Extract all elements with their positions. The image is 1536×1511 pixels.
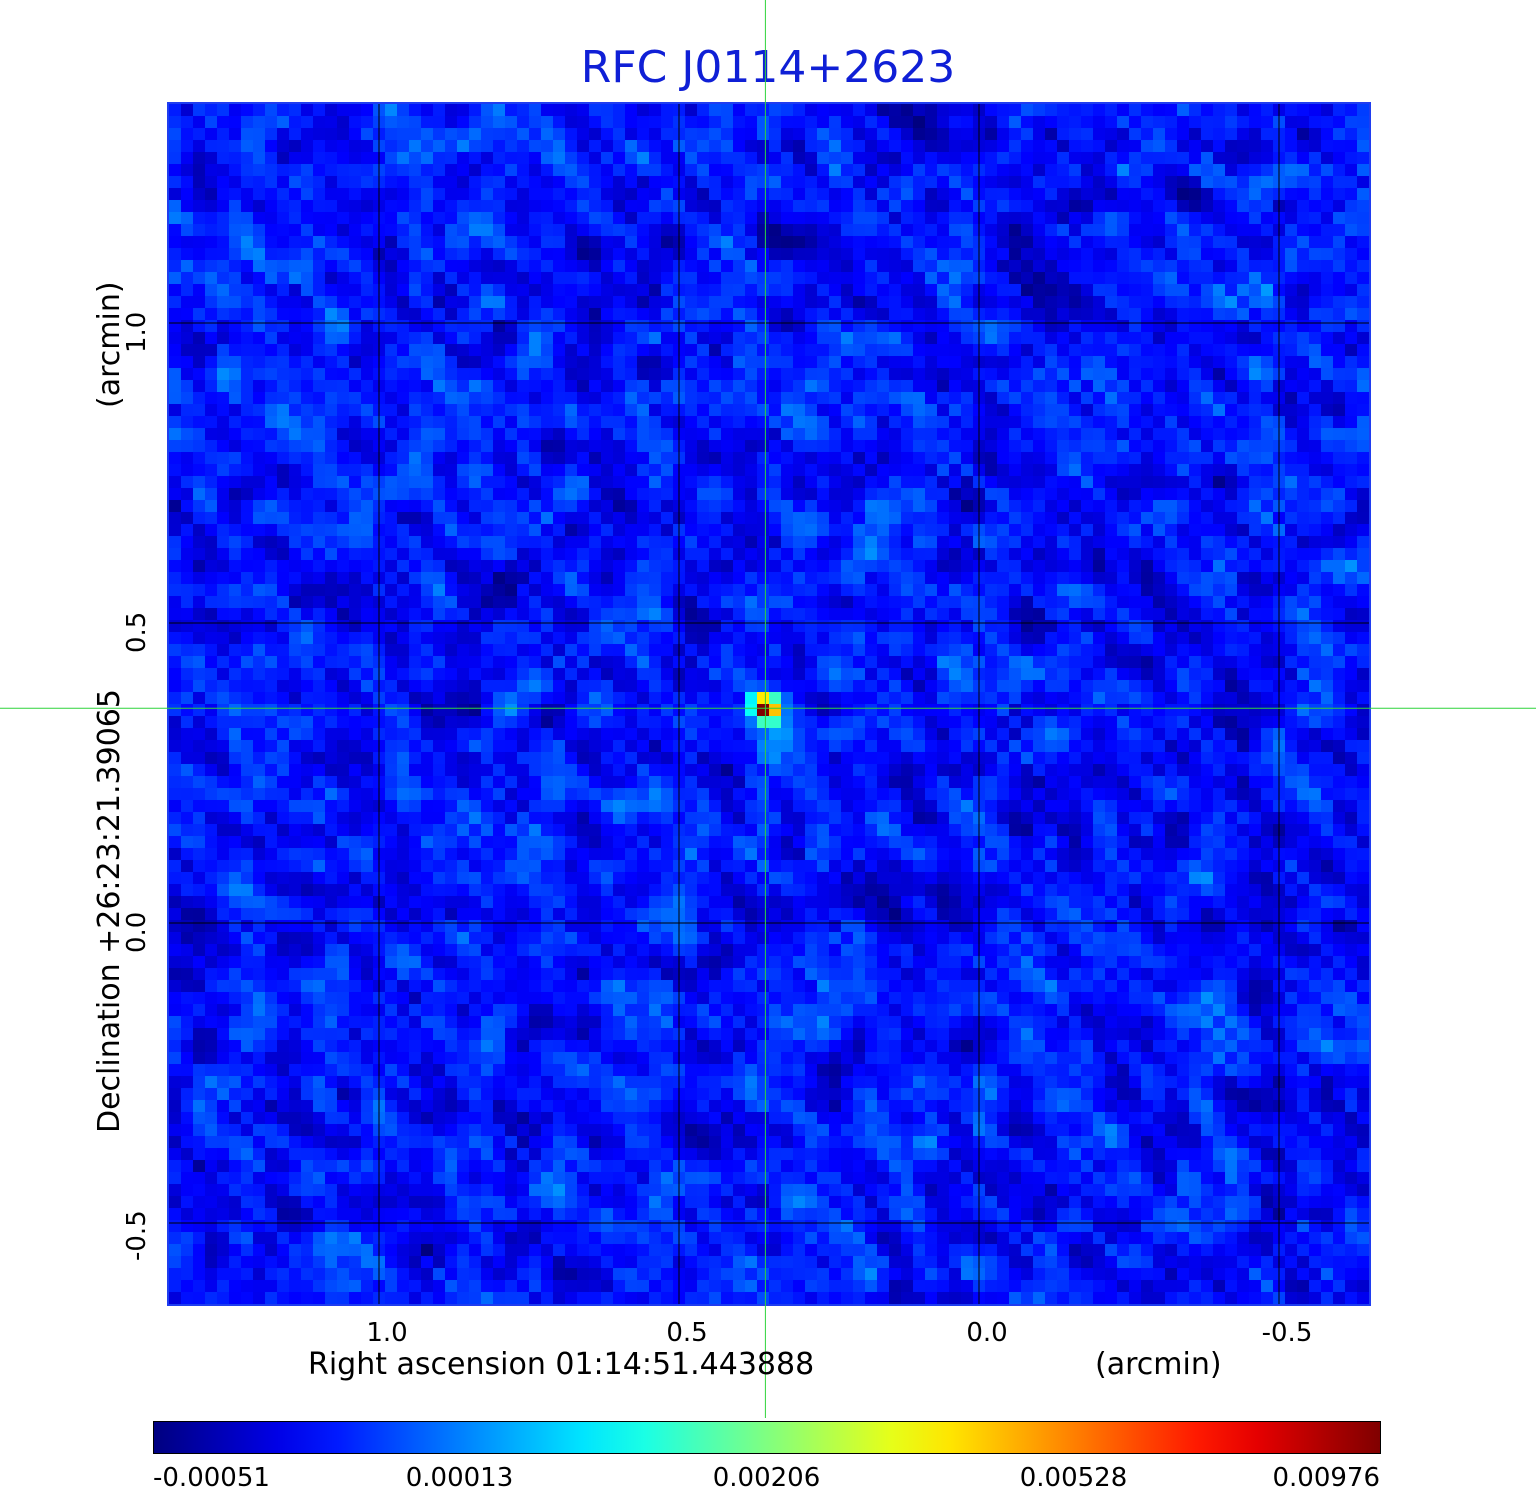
x-tick-label: -0.5: [1261, 1318, 1313, 1348]
intensity-map: [169, 104, 1369, 1304]
y-tick-label: -0.5: [122, 1210, 152, 1261]
x-axis-label: Right ascension 01:14:51.443888: [308, 1347, 815, 1382]
y-tick-label: 0.0: [122, 911, 152, 953]
x-axis-unit: (arcmin): [1095, 1347, 1222, 1382]
colorbar-tick-label: 0.00976: [1272, 1463, 1381, 1493]
x-tick-label: 1.0: [366, 1318, 408, 1348]
colorbar: [153, 1421, 1381, 1454]
y-tick-label: 1.0: [122, 311, 152, 353]
colorbar-tick-label: 0.00206: [712, 1463, 821, 1493]
colorbar-tick-label: -0.00051: [153, 1463, 270, 1493]
chart-title: RFC J0114+2623: [580, 42, 956, 93]
y-tick-label: 0.5: [122, 611, 152, 653]
plot-area: [167, 102, 1371, 1306]
x-tick-label: 0.5: [666, 1318, 708, 1348]
colorbar-tick-label: 0.00528: [1019, 1463, 1128, 1493]
colorbar-tick-label: 0.00013: [405, 1463, 514, 1493]
x-tick-label: 0.0: [966, 1318, 1008, 1348]
